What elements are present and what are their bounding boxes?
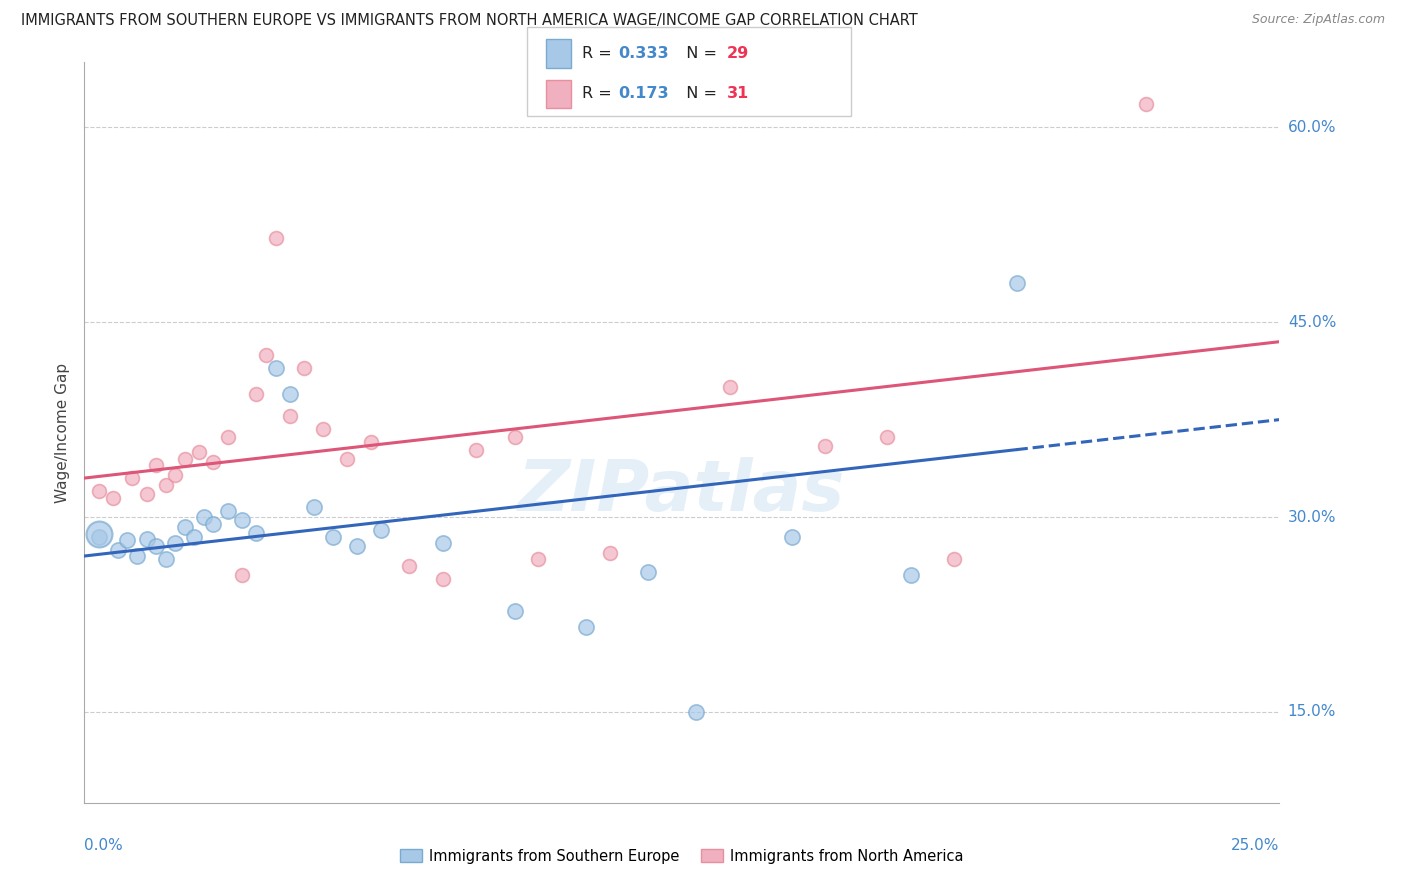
Legend: Immigrants from Southern Europe, Immigrants from North America: Immigrants from Southern Europe, Immigra… (394, 843, 970, 870)
Text: IMMIGRANTS FROM SOUTHERN EUROPE VS IMMIGRANTS FROM NORTH AMERICA WAGE/INCOME GAP: IMMIGRANTS FROM SOUTHERN EUROPE VS IMMIG… (21, 13, 918, 29)
Point (254, 348, 277, 362)
Text: 0.173: 0.173 (619, 87, 669, 102)
Point (135, 532, 157, 546)
Point (398, 559, 420, 574)
Point (876, 429, 898, 443)
Point (432, 536, 454, 550)
Point (264, 231, 287, 245)
Point (155, 551, 177, 566)
Text: R =: R = (582, 87, 617, 102)
Point (465, 442, 488, 457)
Text: Source: ZipAtlas.com: Source: ZipAtlas.com (1251, 13, 1385, 27)
Text: ZIPatlas: ZIPatlas (519, 458, 845, 526)
Text: 31: 31 (727, 87, 749, 102)
Point (503, 603, 526, 617)
Point (312, 422, 335, 436)
Point (346, 539, 368, 553)
Point (278, 409, 301, 423)
Point (217, 429, 239, 443)
Point (145, 539, 167, 553)
Point (278, 386, 301, 401)
Text: 25.0%: 25.0% (1232, 838, 1279, 853)
Point (814, 439, 837, 453)
Point (637, 565, 659, 579)
Point (900, 568, 922, 582)
Point (599, 546, 621, 560)
Point (202, 455, 225, 469)
Point (173, 451, 195, 466)
Point (165, 536, 187, 550)
Text: N =: N = (676, 87, 723, 102)
Text: 15.0%: 15.0% (1288, 705, 1336, 719)
Point (575, 620, 598, 634)
Point (360, 434, 382, 449)
Point (183, 529, 205, 543)
Point (87, 529, 110, 543)
Point (527, 551, 550, 566)
Point (370, 523, 392, 537)
Point (117, 533, 139, 548)
Point (264, 360, 287, 375)
Point (193, 510, 215, 524)
Point (231, 513, 253, 527)
Text: 29: 29 (727, 46, 749, 62)
Point (217, 503, 239, 517)
Point (231, 568, 253, 582)
Point (101, 491, 124, 505)
Point (432, 573, 454, 587)
Point (165, 468, 187, 483)
Text: 45.0%: 45.0% (1288, 315, 1336, 330)
Point (245, 525, 267, 540)
Point (87, 527, 110, 541)
Point (135, 486, 157, 500)
Text: 0.333: 0.333 (619, 46, 669, 62)
Point (780, 529, 803, 543)
Point (121, 471, 143, 485)
Text: 60.0%: 60.0% (1288, 120, 1336, 135)
Text: 0.0%: 0.0% (84, 838, 124, 853)
Point (685, 705, 707, 719)
Text: 30.0%: 30.0% (1288, 509, 1336, 524)
Point (302, 500, 325, 514)
Point (718, 380, 741, 394)
Point (155, 477, 177, 491)
Point (292, 360, 315, 375)
Point (107, 542, 129, 557)
Point (943, 551, 966, 566)
Point (125, 549, 148, 563)
Point (188, 445, 211, 459)
Point (145, 458, 167, 472)
Point (173, 520, 195, 534)
Point (336, 451, 359, 466)
Point (1005, 277, 1028, 291)
Point (87, 484, 110, 499)
Point (1135, 97, 1157, 112)
Point (322, 529, 344, 543)
Point (202, 516, 225, 531)
Text: R =: R = (582, 46, 617, 62)
Y-axis label: Wage/Income Gap: Wage/Income Gap (55, 362, 70, 503)
Text: N =: N = (676, 46, 723, 62)
Point (245, 386, 267, 401)
Point (503, 429, 526, 443)
